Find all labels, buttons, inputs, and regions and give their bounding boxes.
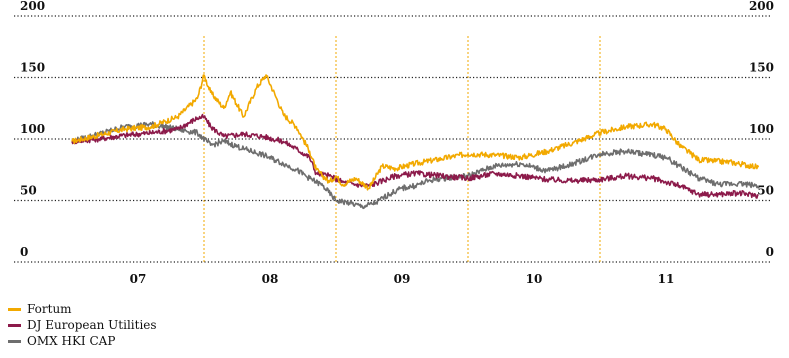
line-chart: 200 150 100 50 0 200 150 100 50 0 07 08 …	[14, 0, 774, 286]
x-tick-label: 07	[130, 272, 147, 286]
legend-item-dj-european-utilities: DJ European Utilities	[8, 317, 157, 333]
y-tick-label: 0	[20, 245, 28, 259]
x-tick-label: 09	[394, 272, 411, 286]
legend-item-omx-hki-cap: OMX HKI CAP	[8, 333, 157, 349]
y-tick-label: 100	[749, 122, 774, 136]
y-tick-label: 200	[749, 0, 774, 13]
series-line-fortum	[71, 74, 760, 191]
grid-lines	[14, 15, 772, 263]
series-line-omx-hki-cap	[71, 121, 760, 210]
x-axis: 07 08 09 10 11	[130, 272, 675, 286]
y-axis-right: 200 150 100 50 0	[749, 0, 774, 259]
legend: Fortum DJ European Utilities OMX HKI CAP	[8, 301, 157, 349]
series-lines	[71, 74, 760, 210]
y-tick-label: 100	[20, 122, 45, 136]
legend-swatch-omx-hki-cap	[8, 339, 21, 343]
legend-swatch-dj-european-utilities	[8, 323, 21, 327]
y-tick-label: 0	[766, 245, 774, 259]
legend-label: DJ European Utilities	[27, 318, 157, 332]
y-tick-label: 150	[749, 61, 774, 75]
x-tick-label: 11	[658, 272, 675, 286]
x-tick-label: 08	[262, 272, 279, 286]
y-tick-label: 200	[20, 0, 45, 13]
legend-item-fortum: Fortum	[8, 301, 157, 317]
y-axis-left: 200 150 100 50 0	[20, 0, 45, 259]
y-tick-label: 50	[20, 184, 37, 198]
legend-swatch-fortum	[8, 307, 21, 311]
series-line-dj-european-utilities	[71, 113, 759, 199]
legend-label: OMX HKI CAP	[27, 334, 116, 348]
legend-label: Fortum	[27, 302, 72, 316]
y-tick-label: 150	[20, 61, 45, 75]
y-tick-label: 50	[757, 184, 774, 198]
x-tick-label: 10	[526, 272, 543, 286]
